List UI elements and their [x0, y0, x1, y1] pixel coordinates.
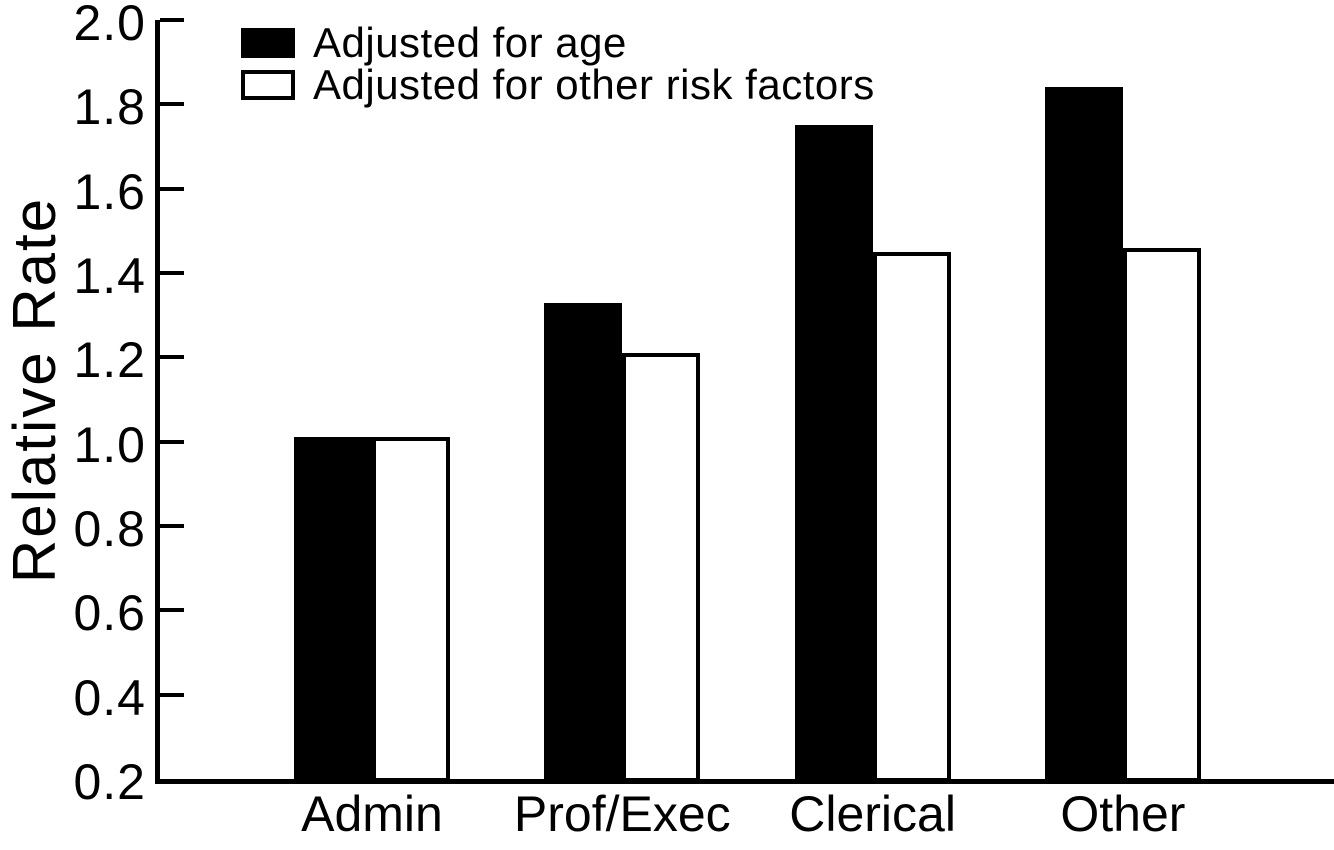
bar-prof-exec-adjusted-for-other-risk-factors	[622, 353, 701, 782]
y-tick-label: 1.2	[73, 332, 146, 389]
bar-admin-adjusted-for-other-risk-factors	[372, 437, 450, 782]
x-axis-label-clerical: Clerical	[789, 786, 956, 842]
y-tick-2-0	[160, 18, 184, 22]
y-tick-label: 0.4	[73, 669, 146, 726]
y-tick-1-6	[160, 186, 184, 191]
x-axis-label-prof-exec: Prof/Exec	[513, 786, 731, 842]
y-tick-label: 0.8	[73, 501, 146, 557]
bar-prof-exec-adjusted-for-age	[544, 302, 623, 782]
bar-admin-adjusted-for-age	[294, 437, 372, 782]
x-axis-label-other: Other	[1060, 786, 1186, 842]
y-tick-1-2	[160, 355, 184, 360]
y-tick-label: 1.6	[73, 163, 146, 220]
y-tick-1-0	[160, 439, 184, 444]
y-tick-label: 1.8	[73, 79, 146, 136]
legend-item: Adjusted for other risk factors	[241, 64, 875, 106]
legend-item: Adjusted for age	[241, 22, 875, 64]
x-axis-label-admin: Admin	[301, 786, 443, 842]
y-tick-label: 0.6	[73, 585, 146, 642]
y-tick-1-4	[160, 271, 184, 275]
legend-label: Adjusted for age	[313, 19, 627, 66]
x-axis-line	[155, 779, 1334, 784]
bar-other-adjusted-for-other-risk-factors	[1122, 247, 1201, 782]
y-tick-label: 1.0	[73, 416, 146, 473]
bar-other-adjusted-for-age	[1044, 87, 1123, 782]
bar-clerical-adjusted-for-other-risk-factors	[872, 251, 951, 782]
y-tick-label: 0.2	[73, 754, 146, 810]
y-tick-0-4	[160, 692, 184, 697]
legend: Adjusted for age Adjusted for other risk…	[241, 22, 875, 106]
y-tick-0-6	[160, 608, 184, 613]
legend-swatch-filled-black-icon	[241, 28, 295, 58]
y-tick-0-8	[160, 524, 184, 528]
y-axis-line	[155, 20, 160, 784]
y-tick-1-8	[160, 102, 184, 107]
bar-clerical-adjusted-for-age	[794, 125, 873, 782]
legend-label: Adjusted for other risk factors	[313, 61, 875, 108]
y-tick-label: 2.0	[73, 0, 146, 51]
y-tick-label: 1.4	[73, 248, 146, 304]
legend-swatch-outlined-white-icon	[241, 70, 295, 100]
